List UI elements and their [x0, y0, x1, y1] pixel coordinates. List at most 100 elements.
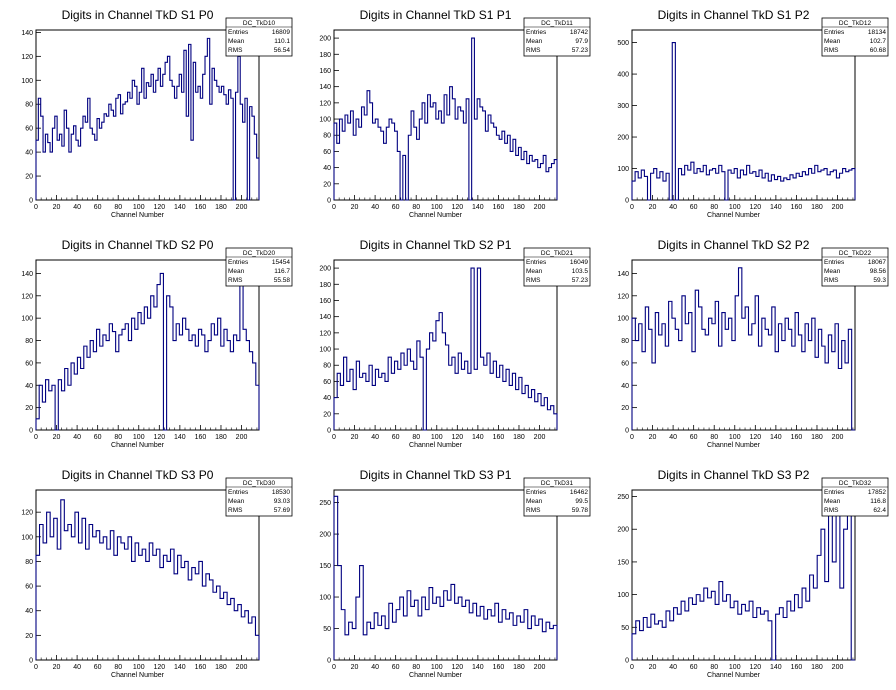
y-tick-label: 200 [319, 532, 331, 539]
y-tick-label: 120 [21, 293, 33, 300]
histogram-panel: Digits in Channel TkD S3 P2 0 20 40 60 80 100 1… [617, 468, 889, 679]
x-tick-label: 160 [791, 434, 803, 441]
x-tick-label: 100 [729, 434, 741, 441]
y-tick-label: 200 [319, 266, 331, 273]
stats-value-mean: 99.5 [575, 498, 588, 505]
y-tick-label: 40 [621, 383, 629, 390]
y-tick-label: 100 [21, 316, 33, 323]
histogram-line [35, 37, 260, 201]
x-tick-label: 100 [133, 664, 145, 671]
y-tick-label: 140 [21, 30, 33, 37]
y-tick-label: 200 [319, 36, 331, 43]
x-tick-label: 0 [630, 204, 634, 211]
histogram-panel: Digits in Channel TkD S2 P0 0 20 40 60 80 100 1… [21, 238, 293, 449]
stats-value-rms: 59.78 [572, 507, 589, 514]
x-tick-label: 80 [114, 204, 122, 211]
y-tick-label: 20 [621, 405, 629, 412]
x-tick-label: 40 [371, 434, 379, 441]
x-tick-label: 160 [493, 434, 505, 441]
stats-box-frame [523, 247, 591, 287]
histogram-line [631, 267, 855, 431]
stats-label-mean: Mean [228, 498, 245, 505]
x-tick-label: 180 [215, 204, 227, 211]
y-tick-label: 140 [319, 84, 331, 91]
x-tick-label: 180 [215, 434, 227, 441]
y-tick-label: 100 [617, 166, 629, 173]
y-tick-label: 40 [25, 150, 33, 157]
x-tick-label: 180 [513, 664, 525, 671]
x-tick-label: 20 [649, 434, 657, 441]
x-tick-label: 120 [451, 664, 463, 671]
stats-label-rms: RMS [228, 507, 243, 514]
x-tick-label: 120 [153, 204, 165, 211]
x-tick-label: 200 [236, 204, 248, 211]
x-tick-label: 140 [472, 664, 484, 671]
y-tick-label: 0 [625, 658, 629, 665]
x-tick-label: 80 [710, 664, 718, 671]
x-tick-label: 160 [195, 434, 207, 441]
x-tick-label: 120 [749, 434, 761, 441]
x-tick-label: 140 [174, 434, 186, 441]
stats-value-mean: 110.1 [274, 38, 290, 45]
x-tick-label: 200 [534, 664, 546, 671]
y-tick-label: 100 [617, 316, 629, 323]
x-tick-label: 40 [669, 664, 677, 671]
histogram-line [333, 37, 558, 201]
x-tick-label: 180 [513, 204, 525, 211]
stats-box: DC_TkD21 Entries 16049 Mean 103.5 RMS 57.23 [523, 247, 591, 287]
stats-label-mean: Mean [824, 268, 841, 275]
stats-name: DC_TkD32 [839, 480, 872, 487]
x-tick-label: 100 [431, 664, 443, 671]
y-tick-label: 80 [323, 363, 331, 370]
stats-value-entries: 18067 [868, 259, 886, 266]
x-axis-label: Channel Number [707, 442, 761, 449]
stats-label-entries: Entries [526, 29, 547, 36]
x-tick-label: 40 [371, 664, 379, 671]
y-tick-label: 0 [625, 198, 629, 205]
stats-label-rms: RMS [526, 47, 541, 54]
x-tick-label: 120 [749, 664, 761, 671]
x-tick-label: 20 [649, 664, 657, 671]
y-tick-label: 40 [25, 383, 33, 390]
x-tick-label: 20 [351, 434, 359, 441]
stats-value-rms: 59.3 [873, 277, 886, 284]
stats-box: DC_TkD32 Entries 17852 Mean 116.8 RMS 62.4 [821, 477, 889, 517]
plot-frame [35, 259, 260, 431]
y-tick-label: 200 [617, 527, 629, 534]
stats-value-mean: 116.7 [274, 268, 290, 275]
x-tick-label: 20 [649, 204, 657, 211]
stats-box: DC_TkD11 Entries 18742 Mean 97.9 RMS 57.23 [523, 17, 591, 57]
stats-label-mean: Mean [526, 498, 543, 505]
x-tick-label: 80 [114, 664, 122, 671]
x-tick-label: 120 [451, 434, 463, 441]
x-tick-label: 100 [431, 434, 443, 441]
stats-name: DC_TkD20 [243, 250, 276, 257]
y-tick-label: 250 [617, 494, 629, 501]
x-axis-label: Channel Number [707, 212, 761, 219]
x-axis-label: Channel Number [409, 672, 463, 679]
stats-value-rms: 57.23 [572, 277, 589, 284]
stats-name: DC_TkD10 [243, 20, 276, 27]
plot-frame [333, 29, 558, 201]
x-tick-label: 60 [690, 204, 698, 211]
stats-box-frame [225, 17, 293, 57]
x-tick-label: 200 [832, 204, 844, 211]
x-tick-label: 0 [332, 204, 336, 211]
y-tick-label: 140 [21, 271, 33, 278]
x-tick-label: 20 [53, 664, 61, 671]
y-tick-label: 60 [25, 360, 33, 367]
x-tick-label: 200 [832, 434, 844, 441]
x-tick-label: 140 [770, 434, 782, 441]
x-tick-label: 100 [133, 434, 145, 441]
histogram-title: Digits in Channel TkD S2 P0 [62, 238, 214, 252]
stats-label-mean: Mean [824, 498, 841, 505]
y-tick-label: 120 [617, 293, 629, 300]
x-tick-label: 80 [710, 434, 718, 441]
x-tick-label: 160 [195, 204, 207, 211]
x-tick-label: 180 [215, 664, 227, 671]
stats-value-entries: 18742 [570, 29, 588, 36]
x-tick-label: 160 [195, 664, 207, 671]
x-tick-label: 0 [332, 664, 336, 671]
histogram-line [333, 495, 558, 660]
x-tick-label: 0 [332, 434, 336, 441]
